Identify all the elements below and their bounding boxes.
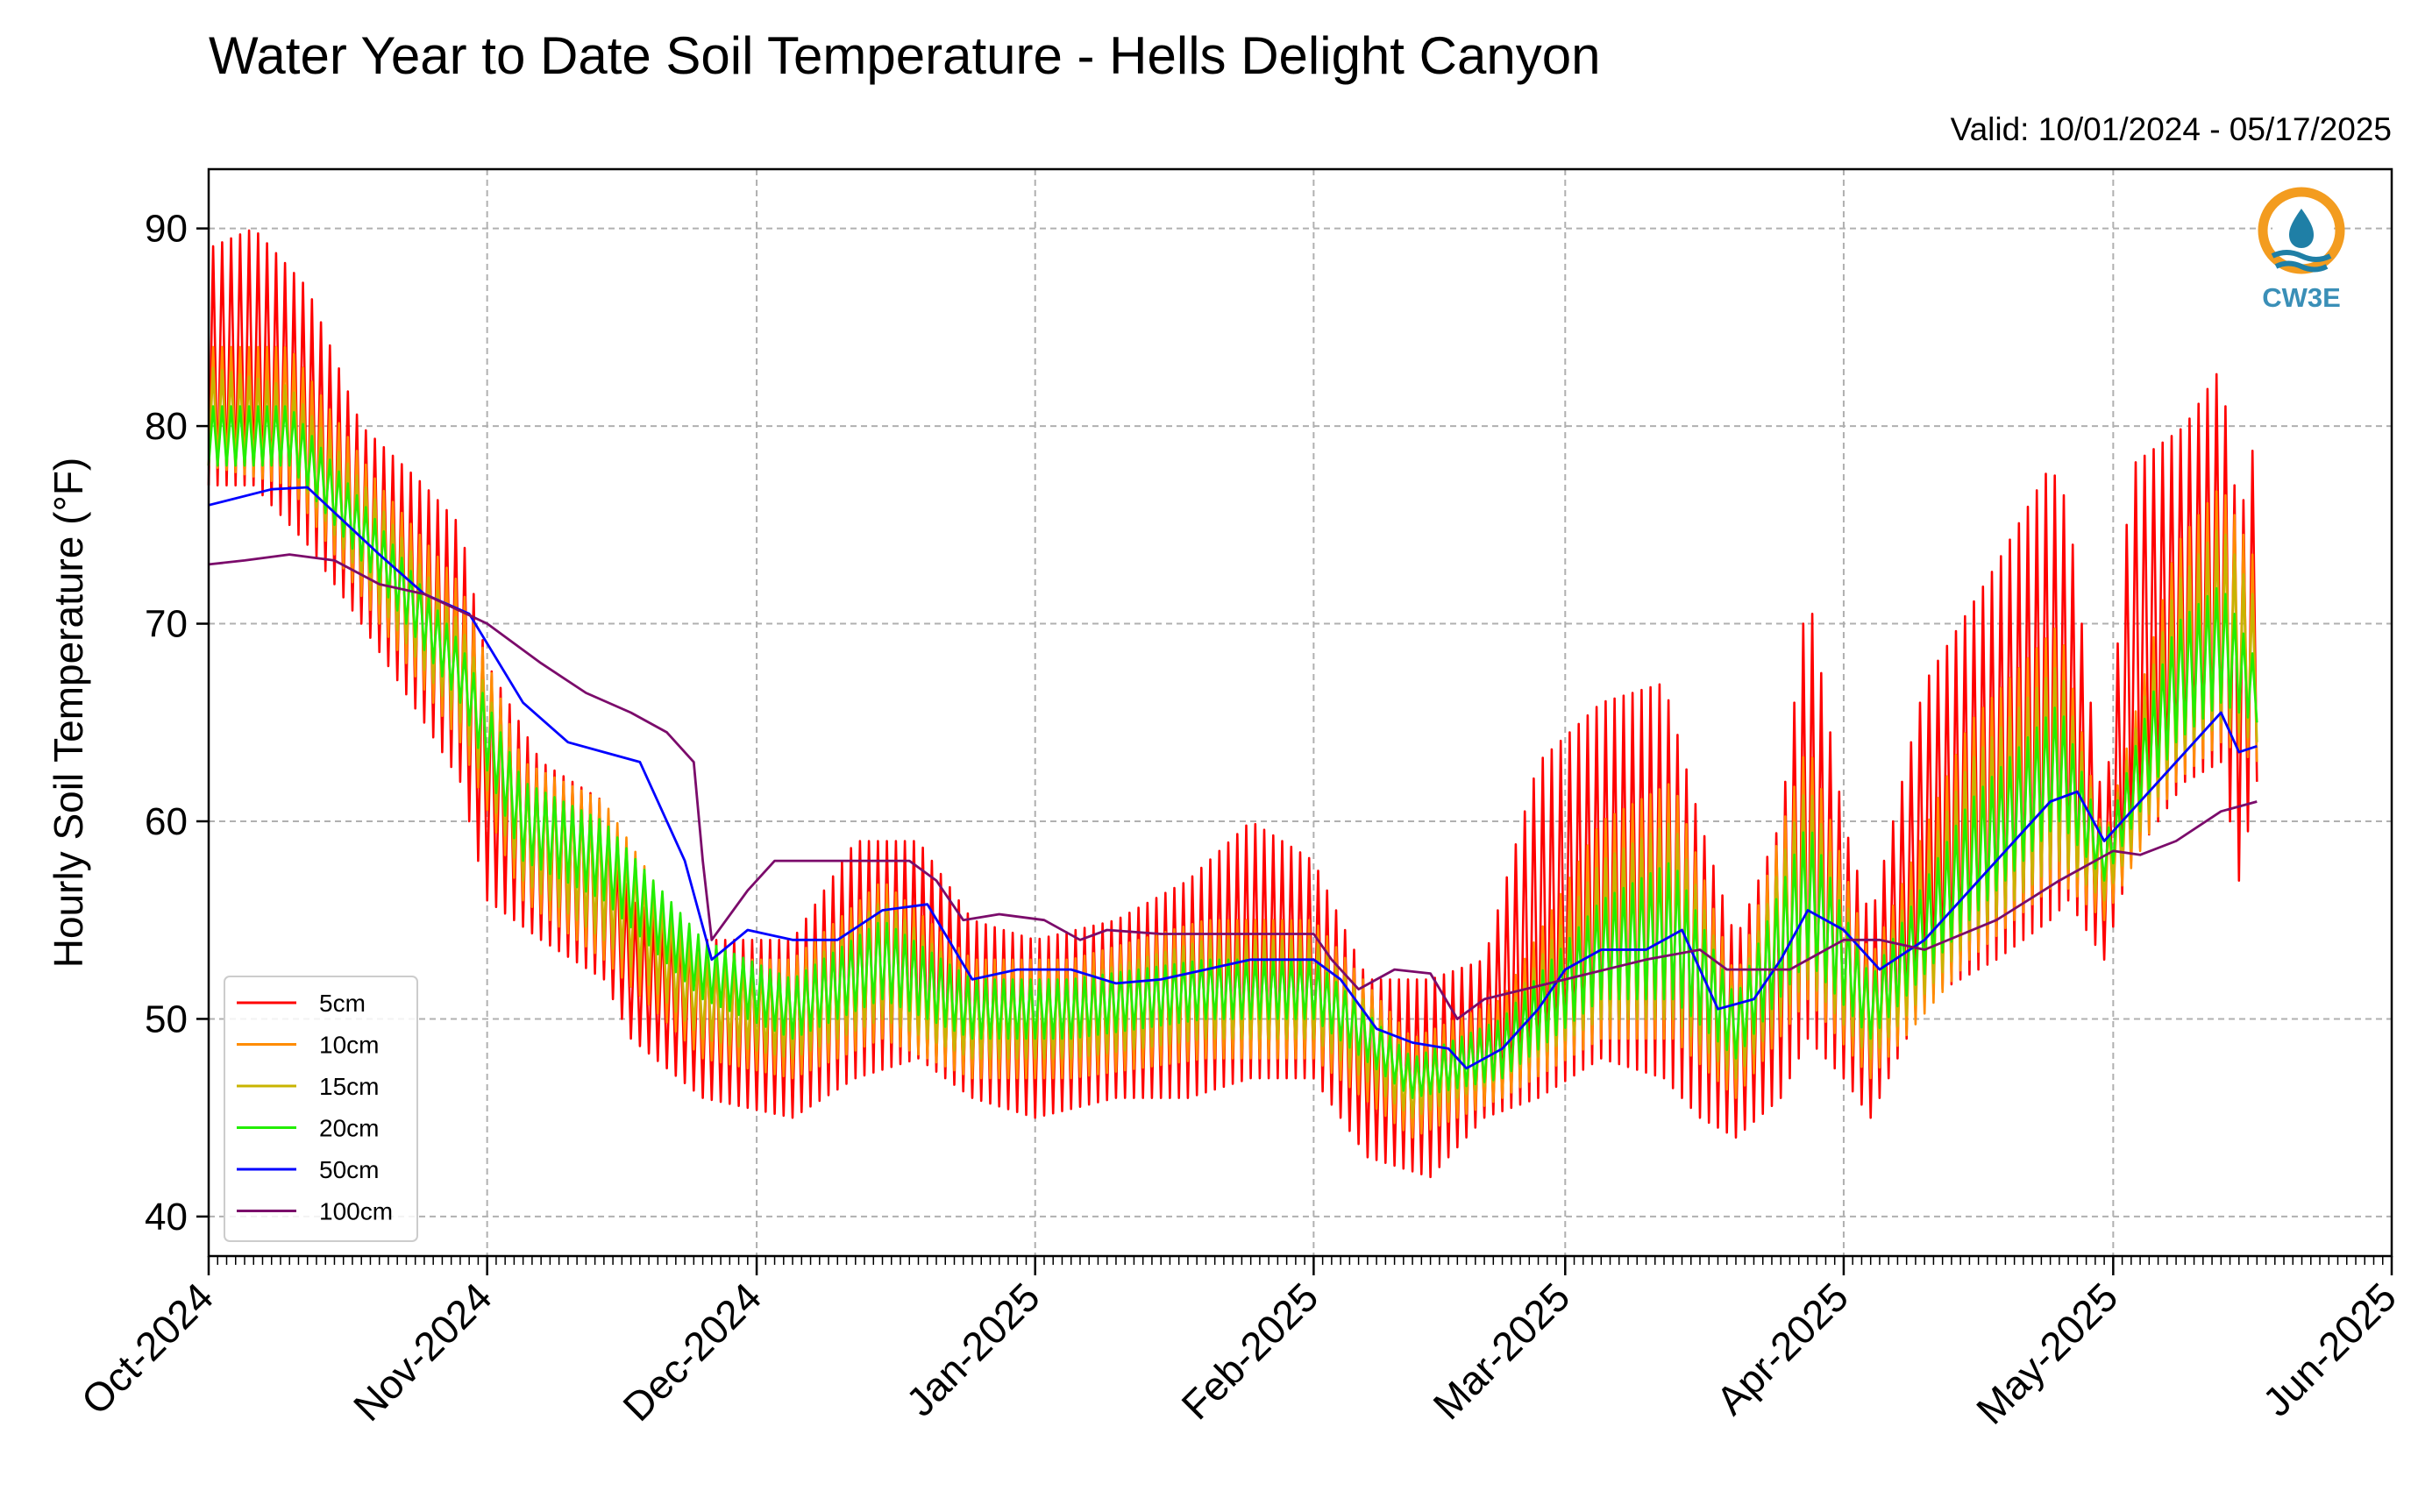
y-tick-label-40: 40 [145,1196,188,1239]
legend-label-20cm: 20cm [319,1115,379,1142]
series-line-10cm [207,345,2258,1139]
series-line-100cm [208,553,2258,1020]
legend: 5cm 10cm 15cm 20cm 50cm 100cm [224,976,418,1242]
logo-wave-icon [2271,250,2332,262]
legend-label-50cm: 50cm [319,1156,379,1183]
chart-title: Water Year to Date Soil Temperature - He… [209,26,1600,85]
series-line-50cm [208,486,2258,1070]
legend-label-5cm: 5cm [319,990,366,1017]
valid-date-range: Valid: 10/01/2024 - 05/17/2025 [1951,111,2392,147]
y-tick-label-70: 70 [145,603,188,646]
y-tick-label-60: 60 [145,800,188,843]
series-line-15cm [207,366,2258,1119]
logo-wave-icon-2 [2274,260,2329,273]
legend-label-15cm: 15cm [319,1073,379,1100]
cw3e-logo: CW3E [2258,187,2345,313]
plot-frame [207,167,2393,1258]
y-tick-label-80: 80 [145,405,188,448]
water-drop-icon [2289,209,2314,248]
plot-lines [207,229,2258,1179]
legend-label-100cm: 100cm [319,1198,393,1225]
logo-text: CW3E [2262,282,2341,313]
y-axis-label: Hourly Soil Temperature (°F) [46,458,91,969]
y-tick-label-90: 90 [145,208,188,251]
y-tick-label-50: 50 [145,997,188,1040]
legend-box [224,976,418,1242]
series-line-20cm [207,405,2258,1099]
legend-label-10cm: 10cm [319,1032,379,1059]
